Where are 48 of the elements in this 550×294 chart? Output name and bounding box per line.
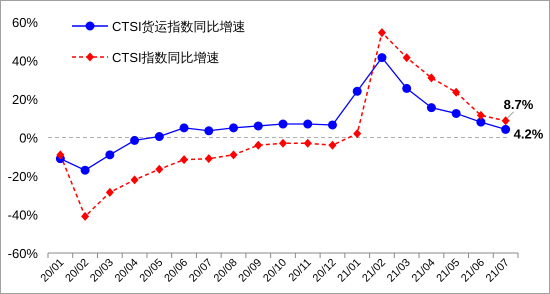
point <box>56 150 64 160</box>
point <box>279 138 287 148</box>
point <box>230 150 238 160</box>
point <box>427 73 436 82</box>
y-tick-label: -60% <box>8 246 38 261</box>
point <box>204 126 214 136</box>
y-tick-label: 20% <box>12 92 38 107</box>
legend-label: CTSI货运指数同比增速 <box>112 19 246 34</box>
y-tick-label: 40% <box>12 54 38 68</box>
point <box>452 108 461 118</box>
point <box>353 129 362 138</box>
point <box>229 123 238 132</box>
point <box>501 124 510 134</box>
point <box>130 136 140 145</box>
point <box>476 110 485 120</box>
point <box>426 103 436 112</box>
y-tick-label: 60% <box>12 15 38 30</box>
point <box>476 118 486 127</box>
data-label: 8.7% <box>504 96 534 112</box>
y-tick-label: -20% <box>8 169 38 184</box>
y-tick-label: -40% <box>8 208 38 222</box>
point <box>378 28 386 38</box>
point <box>180 123 189 132</box>
point <box>377 53 386 62</box>
point <box>130 175 139 184</box>
point <box>254 140 262 150</box>
point <box>106 188 114 197</box>
point <box>180 155 188 164</box>
point <box>328 120 337 130</box>
point <box>502 116 510 126</box>
point <box>81 212 90 221</box>
point <box>254 121 263 130</box>
point <box>155 164 164 174</box>
point <box>105 150 114 160</box>
point <box>452 88 460 97</box>
point <box>304 138 312 148</box>
point <box>278 120 288 129</box>
point <box>80 166 90 175</box>
legend-label: CTSI指数同比增速 <box>112 50 220 65</box>
data-label: 4.2% <box>514 126 544 142</box>
point <box>402 84 412 93</box>
point <box>154 132 164 142</box>
point <box>204 154 213 164</box>
point <box>352 86 362 96</box>
point <box>328 140 336 150</box>
point <box>402 53 411 62</box>
y-tick-label: 0% <box>19 130 38 146</box>
point <box>303 120 312 129</box>
